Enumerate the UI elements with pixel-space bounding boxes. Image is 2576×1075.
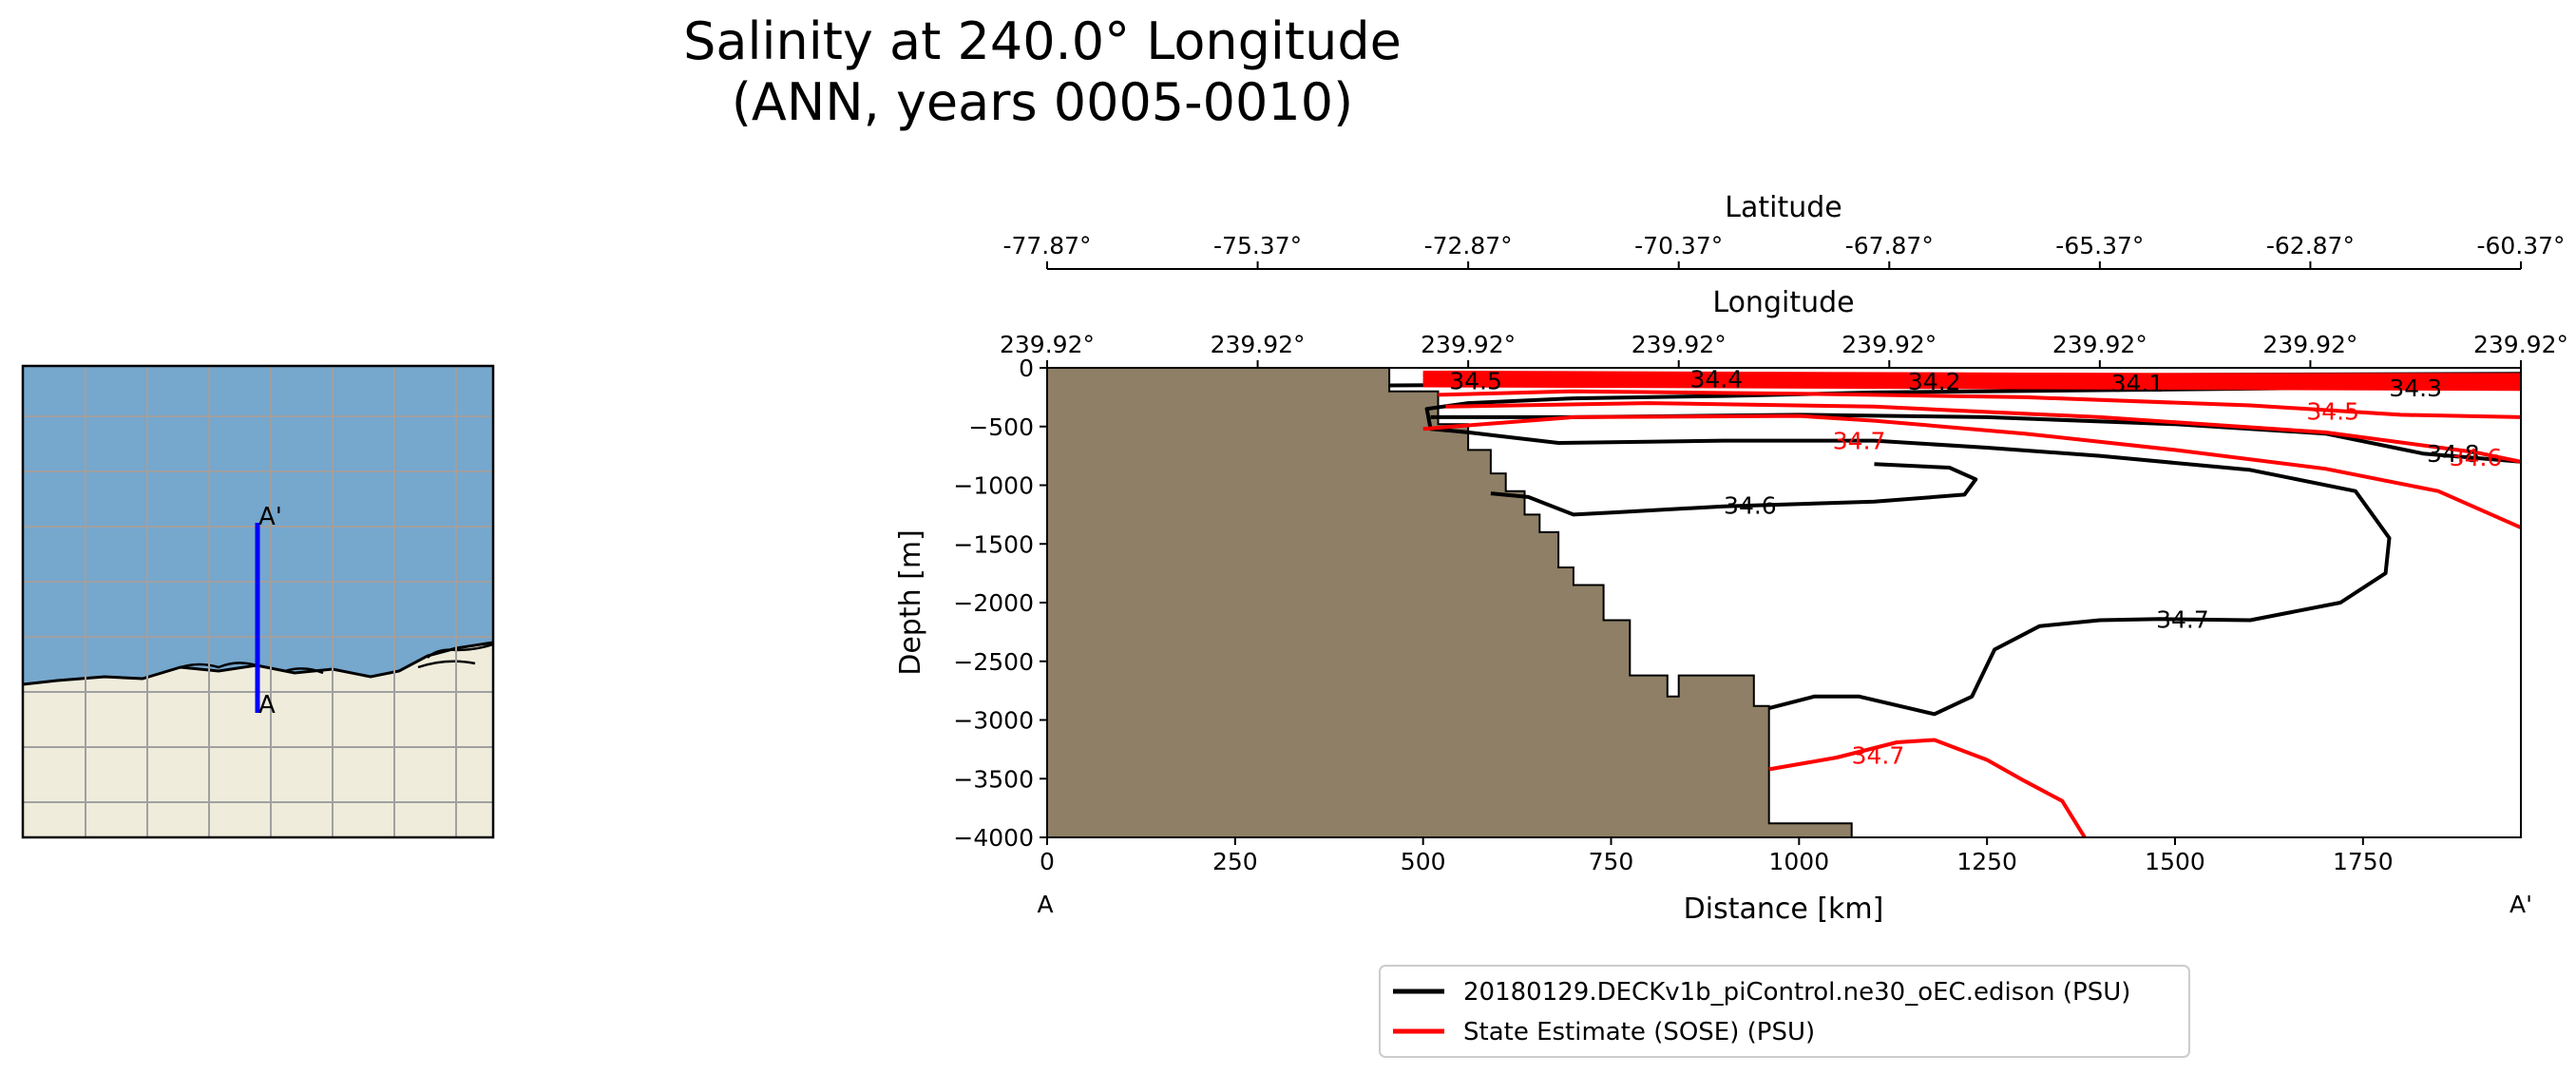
latitude-tick-label: -62.87° bbox=[2266, 232, 2355, 259]
contour-line-sose-5 bbox=[1768, 738, 2087, 837]
section-start-label: A bbox=[1037, 891, 1053, 918]
legend-label-model: 20180129.DECKv1b_piControl.ne30_oEC.edis… bbox=[1463, 978, 2130, 1007]
longitude-tick-label: 239.92° bbox=[1421, 331, 1516, 358]
x-tick-label: 1250 bbox=[1956, 848, 2017, 875]
contour-line-sose-surface bbox=[1422, 375, 2521, 384]
contour-label: 34.5 bbox=[1449, 368, 1502, 395]
latitude-tick-label: -65.37° bbox=[2055, 232, 2144, 259]
latitude-tick-label: -60.37° bbox=[2476, 232, 2565, 259]
x-tick-label: 1750 bbox=[2333, 848, 2394, 875]
legend-label-sose: State Estimate (SOSE) (PSU) bbox=[1463, 1018, 1815, 1046]
latitude-axis-ticks: -77.87° -75.37° -72.87° -70.37° -67.87° -65.3… bbox=[1002, 232, 2566, 269]
y-tick-label: 0 bbox=[1019, 355, 1034, 382]
contour-line-sose-1 bbox=[1438, 389, 2521, 419]
longitude-tick-label: 239.92° bbox=[1000, 331, 1095, 358]
contour-series-layer bbox=[1389, 370, 2521, 837]
map-coastline-detail bbox=[180, 643, 493, 675]
map-frame bbox=[21, 364, 495, 839]
x-tick-label: 1000 bbox=[1769, 848, 1830, 875]
contour-label: 34.7 bbox=[1833, 428, 1886, 455]
contour-line-sose-surface bbox=[1422, 383, 2521, 392]
y-tick-label: −1000 bbox=[953, 472, 1034, 500]
section-plot: 34.5 34.4 34.2 34.1 34.3 34.6 34.7 34.8 34.7 34.5… bbox=[894, 191, 2568, 926]
longitude-tick-label: 239.92° bbox=[1211, 331, 1306, 358]
longitude-tick-label: 239.92° bbox=[2052, 331, 2147, 358]
transect-start-label: A bbox=[258, 691, 276, 720]
legend: 20180129.DECKv1b_piControl.ne30_oEC.edis… bbox=[1379, 965, 2190, 1058]
figure-title-line1: Salinity at 240.0° Longitude bbox=[683, 11, 1402, 71]
x-tick-label: 1500 bbox=[2145, 848, 2205, 875]
contour-line-sose-surface bbox=[1422, 370, 2521, 378]
legend-box bbox=[1379, 965, 2190, 1058]
contour-line-model-1 bbox=[1490, 462, 1978, 517]
x-tick-label: 500 bbox=[1401, 848, 1446, 875]
map-coastline bbox=[23, 641, 493, 686]
x-axis-ticks: 0 250 500 750 1000 1250 1500 1750 bbox=[1040, 837, 2394, 875]
x-tick-label: 250 bbox=[1212, 848, 1258, 875]
inset-map: A A' bbox=[21, 364, 495, 839]
y-tick-label: −2000 bbox=[953, 589, 1034, 617]
contour-label: 34.8 bbox=[2427, 440, 2480, 468]
contour-label: 34.2 bbox=[1908, 368, 1961, 395]
longitude-tick-label: 239.92° bbox=[2473, 331, 2568, 358]
x-axis-label: Distance [km] bbox=[1684, 893, 1884, 926]
latitude-tick-label: -67.87° bbox=[1845, 232, 1934, 259]
contour-label: 34.5 bbox=[2306, 398, 2359, 426]
contour-label: 34.7 bbox=[2156, 605, 2209, 633]
contour-label: 34.1 bbox=[2111, 370, 2165, 397]
x-tick-label: 0 bbox=[1040, 848, 1055, 875]
contour-line-sose-2 bbox=[1445, 401, 2521, 464]
figure-title-line2: (ANN, years 0005-0010) bbox=[732, 72, 1353, 132]
contour-line-model-0 bbox=[1424, 384, 2521, 717]
y-tick-label: −3500 bbox=[953, 765, 1034, 793]
latitude-tick-label: -72.87° bbox=[1424, 232, 1513, 259]
contour-line-sose-surface bbox=[1422, 380, 2521, 389]
longitude-axis-label: Longitude bbox=[1712, 286, 1854, 319]
longitude-tick-label: 239.92° bbox=[1631, 331, 1727, 358]
longitude-tick-label: 239.92° bbox=[2262, 331, 2357, 358]
latitude-tick-label: -75.37° bbox=[1213, 232, 1302, 259]
latitude-axis-label: Latitude bbox=[1725, 191, 1841, 224]
contour-line-sose-0 bbox=[1422, 413, 2521, 529]
latitude-tick-label: -70.37° bbox=[1634, 232, 1723, 259]
transect-end-label: A' bbox=[258, 503, 282, 531]
y-tick-label: −4000 bbox=[953, 824, 1034, 852]
bathymetry-fill bbox=[1047, 368, 1853, 837]
longitude-tick-label: 239.92° bbox=[1841, 331, 1937, 358]
y-tick-label: −3000 bbox=[953, 707, 1034, 735]
contour-label: 34.6 bbox=[1724, 491, 1777, 519]
contour-label: 34.3 bbox=[2389, 374, 2442, 402]
y-axis-ticks: 0 −500 −1000 −1500 −2000 −2500 −3000 −3500 −4000 bbox=[953, 355, 1047, 852]
y-axis-label: Depth [m] bbox=[894, 529, 927, 676]
contour-line-sose-surface bbox=[1422, 373, 2521, 381]
contour-label: 34.4 bbox=[1689, 366, 1743, 394]
y-tick-label: −1500 bbox=[953, 530, 1034, 558]
y-tick-label: −500 bbox=[968, 413, 1034, 441]
section-end-label: A' bbox=[2509, 891, 2532, 918]
latitude-tick-label: -77.87° bbox=[1002, 232, 1091, 259]
contour-label-layer: 34.5 34.4 34.2 34.1 34.3 34.6 34.7 34.8 34.7 34.5… bbox=[1449, 366, 2503, 770]
y-tick-label: −2500 bbox=[953, 648, 1034, 676]
contour-line-sose-surface bbox=[1422, 378, 2521, 386]
longitude-axis-ticks: 239.92° 239.92° 239.92° 239.92° 239.92° 239.9… bbox=[1000, 331, 2568, 368]
x-tick-label: 750 bbox=[1589, 848, 1634, 875]
contour-label: 34.7 bbox=[1852, 742, 1905, 770]
contour-label: 34.6 bbox=[2450, 444, 2503, 471]
